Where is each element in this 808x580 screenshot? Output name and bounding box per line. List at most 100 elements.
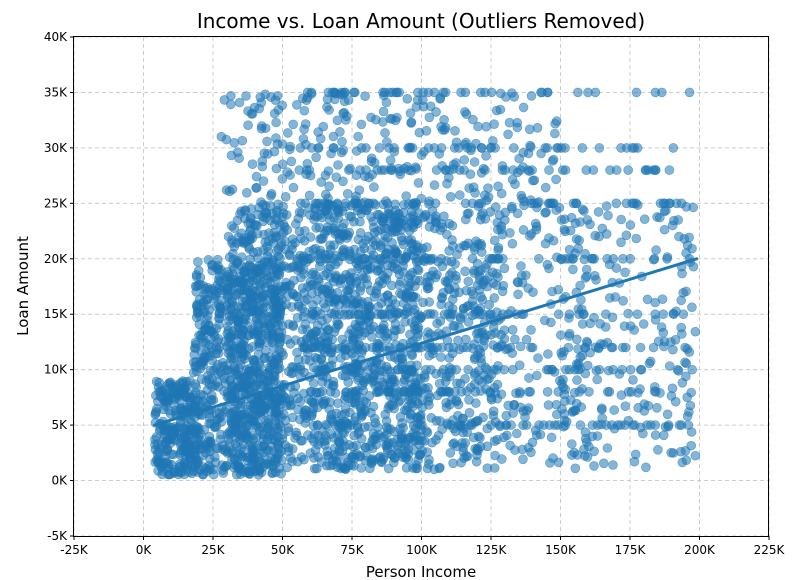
data-point (582, 360, 593, 371)
data-point (292, 253, 303, 264)
data-point (213, 348, 224, 359)
data-point (616, 237, 626, 248)
data-point (396, 217, 407, 228)
data-point (629, 325, 640, 335)
data-point (403, 165, 414, 175)
data-point (403, 401, 413, 412)
data-point (416, 150, 427, 160)
data-point (265, 215, 275, 226)
data-point (406, 364, 417, 375)
data-point (417, 445, 428, 456)
data-point (504, 117, 515, 128)
data-point (559, 224, 570, 235)
data-point (485, 386, 496, 397)
data-point (568, 198, 579, 209)
data-point (526, 198, 536, 209)
data-point (452, 249, 462, 260)
data-point (287, 412, 298, 423)
data-point (493, 342, 503, 353)
data-point (523, 148, 534, 159)
data-point (449, 438, 459, 449)
data-point (329, 240, 339, 250)
data-point (526, 91, 537, 101)
data-point (460, 373, 470, 384)
data-point (454, 165, 465, 175)
data-point (621, 230, 632, 241)
data-point (589, 446, 599, 457)
data-point (224, 290, 234, 301)
data-point (503, 129, 513, 140)
data-point (587, 253, 598, 264)
data-point (197, 443, 208, 454)
data-point (510, 334, 520, 345)
data-point (686, 440, 697, 451)
data-point (593, 342, 604, 353)
data-point (314, 253, 324, 264)
data-point (271, 117, 281, 128)
data-point (438, 364, 449, 375)
data-point (687, 243, 697, 254)
data-point (664, 361, 675, 371)
data-point (374, 386, 385, 397)
data-point (295, 198, 306, 209)
x-tick-label: 25K (201, 543, 225, 557)
data-point (619, 321, 630, 332)
data-point (269, 367, 280, 377)
data-point (461, 451, 471, 462)
data-point (424, 350, 435, 361)
data-point (482, 463, 493, 474)
data-point (300, 342, 310, 353)
data-point (471, 456, 482, 467)
data-point (381, 422, 392, 433)
y-tick-label: 35K (44, 85, 68, 99)
data-point (282, 462, 293, 473)
data-point (287, 234, 298, 244)
data-point (413, 322, 424, 333)
data-point (566, 439, 577, 449)
data-point (320, 189, 331, 200)
data-point (274, 338, 285, 349)
data-point (568, 253, 578, 264)
data-point (255, 373, 266, 383)
data-point (650, 309, 661, 320)
data-point (548, 235, 559, 246)
data-point (200, 338, 211, 348)
data-point (319, 198, 330, 209)
data-point (468, 289, 478, 299)
data-point (176, 467, 186, 478)
data-point (681, 455, 692, 466)
data-point (195, 301, 206, 312)
data-point (528, 175, 538, 186)
data-point (307, 288, 317, 299)
data-point (286, 156, 297, 167)
data-point (468, 114, 478, 125)
data-point (521, 420, 532, 430)
data-point (283, 263, 294, 273)
y-tick-label: 20K (44, 252, 68, 266)
data-point (214, 265, 224, 276)
data-point (340, 198, 351, 209)
data-point (678, 309, 689, 320)
data-point (351, 278, 362, 289)
data-point (401, 462, 412, 473)
data-point (181, 425, 192, 435)
data-point (419, 436, 430, 446)
data-point (575, 420, 586, 430)
data-point (253, 307, 264, 317)
data-point (565, 395, 576, 405)
data-point (315, 245, 326, 256)
data-point (369, 364, 380, 375)
data-point (311, 326, 321, 337)
data-point (657, 87, 667, 98)
data-point (387, 165, 397, 175)
data-point (512, 208, 523, 219)
data-point (344, 342, 354, 353)
data-point (616, 214, 627, 225)
data-point (235, 382, 246, 393)
data-point (390, 319, 401, 329)
data-point (396, 253, 406, 264)
data-point (316, 457, 327, 467)
data-point (270, 95, 281, 105)
data-point (154, 377, 164, 388)
data-point (377, 117, 388, 127)
